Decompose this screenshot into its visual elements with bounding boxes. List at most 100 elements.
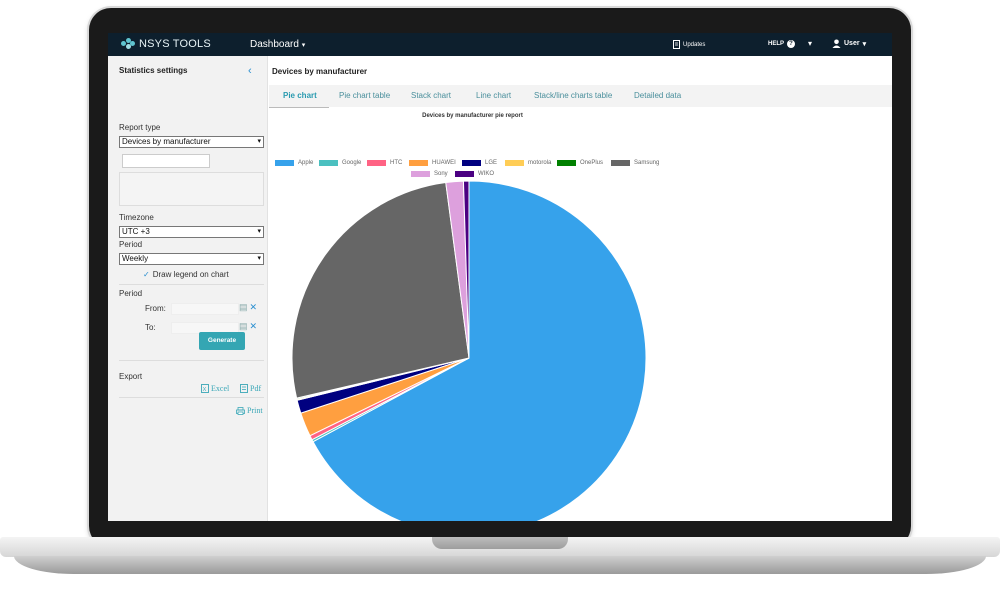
export-label: Export xyxy=(119,372,143,381)
legend-label: OnePlus xyxy=(580,160,604,166)
report-notes-textarea[interactable] xyxy=(119,172,264,206)
chevron-down-icon: ▾ xyxy=(301,42,306,49)
report-type-value: Devices by manufacturer xyxy=(122,137,211,146)
export-excel-link[interactable]: X Excel xyxy=(201,384,229,393)
tab-stack-chart[interactable]: Stack chart xyxy=(411,91,452,100)
pdf-file-icon xyxy=(240,384,248,393)
pie-slice-apple[interactable] xyxy=(312,180,647,521)
tab-stack-line-charts-table[interactable]: Stack/line charts table xyxy=(534,91,613,100)
tab-line-chart[interactable]: Line chart xyxy=(476,91,512,100)
legend-item-wiko[interactable]: WIKO xyxy=(455,171,494,177)
to-label: To: xyxy=(145,323,156,332)
calendar-icon[interactable]: ▤ xyxy=(239,302,248,312)
nav-dashboard[interactable]: Dashboard ▾ xyxy=(250,39,305,50)
legend-label: motorola xyxy=(528,160,552,166)
collapse-sidebar-icon[interactable]: ‹ xyxy=(248,65,252,77)
export-pdf-label: Pdf xyxy=(250,384,262,393)
from-date-input[interactable] xyxy=(171,303,239,315)
chevron-down-icon: ▾ xyxy=(862,40,867,48)
legend-item-motorola[interactable]: motorola xyxy=(505,160,551,166)
draw-legend-checkbox[interactable]: ✓ Draw legend on chart xyxy=(143,270,229,279)
pie-slice-wiko[interactable] xyxy=(462,180,470,359)
print-label: Print xyxy=(247,406,263,415)
export-excel-label: Excel xyxy=(211,384,230,393)
logo-text: NSYS TOOLS xyxy=(139,38,211,50)
sidebar-title: Statistics settings xyxy=(119,66,188,75)
nav-user-label: User xyxy=(844,40,860,47)
period-value: Weekly xyxy=(122,254,149,263)
to-date-actions: ▤ ✕ xyxy=(239,321,257,332)
divider xyxy=(119,397,264,398)
clear-icon[interactable]: ✕ xyxy=(249,302,258,312)
app-screen: NSYS TOOLS Dashboard ▾ Updates HELP ? ▾ … xyxy=(108,33,892,521)
logo-icon xyxy=(121,38,135,50)
help-icon: ? xyxy=(787,40,796,48)
from-date-actions: ▤ ✕ xyxy=(239,302,257,313)
print-link[interactable]: Print xyxy=(236,406,263,415)
legend-label: LGE xyxy=(485,160,498,166)
legend-item-sony[interactable]: Sony xyxy=(411,171,448,177)
legend-label: HTC xyxy=(390,160,403,166)
page-title: Devices by manufacturer xyxy=(272,67,368,76)
timezone-label: Timezone xyxy=(119,213,154,222)
legend-swatch xyxy=(319,160,338,166)
draw-legend-label: Draw legend on chart xyxy=(152,270,229,279)
divider xyxy=(119,284,264,285)
period-select[interactable]: Weekly ▾ xyxy=(119,253,264,265)
tab-pie-chart[interactable]: Pie chart xyxy=(283,91,317,100)
report-type-select[interactable]: Devices by manufacturer ▾ xyxy=(119,136,264,148)
timezone-value: UTC +3 xyxy=(122,227,150,236)
settings-sidebar: Statistics settings ‹ Report type Device… xyxy=(108,56,268,521)
user-icon xyxy=(832,39,841,48)
export-pdf-link[interactable]: Pdf xyxy=(240,384,261,393)
laptop-notch xyxy=(432,537,568,549)
calendar-icon[interactable]: ▤ xyxy=(239,321,248,331)
legend-label: WIKO xyxy=(478,171,494,177)
legend-swatch xyxy=(409,160,428,166)
legend-item-samsung[interactable]: Samsung xyxy=(611,160,659,166)
legend-swatch xyxy=(367,160,386,166)
legend-item-htc[interactable]: HTC xyxy=(367,160,402,166)
top-navbar: NSYS TOOLS Dashboard ▾ Updates HELP ? ▾ … xyxy=(108,33,892,56)
chart-title: Devices by manufacturer pie report xyxy=(422,113,523,119)
legend-swatch xyxy=(611,160,630,166)
timezone-select[interactable]: UTC +3 ▾ xyxy=(119,226,264,238)
nav-help[interactable]: HELP ? xyxy=(768,40,796,48)
clear-icon[interactable]: ✕ xyxy=(249,321,258,331)
legend-swatch xyxy=(411,171,430,177)
from-label: From: xyxy=(145,304,166,313)
generate-button[interactable]: Generate xyxy=(199,332,245,350)
app-logo[interactable]: NSYS TOOLS xyxy=(121,38,211,50)
legend-item-huawei[interactable]: HUAWEI xyxy=(409,160,456,166)
chevron-down-icon: ▾ xyxy=(257,255,261,262)
nav-user-menu[interactable]: User ▾ xyxy=(832,39,866,48)
pie-slice-samsung[interactable] xyxy=(291,181,470,399)
main-content: Devices by manufacturer Pie chart Pie ch… xyxy=(269,56,892,521)
period-label: Period xyxy=(119,240,143,249)
legend-item-google[interactable]: Google xyxy=(319,160,361,166)
chevron-down-icon: ▾ xyxy=(257,228,261,235)
legend-label: HUAWEI xyxy=(432,160,456,166)
legend-item-oneplus[interactable]: OnePlus xyxy=(557,160,603,166)
nav-updates[interactable]: Updates xyxy=(673,40,705,49)
legend-swatch xyxy=(275,160,294,166)
chart-tabs: Pie chart Pie chart table Stack chart Li… xyxy=(269,85,892,107)
report-filter-input[interactable] xyxy=(122,154,210,168)
divider xyxy=(119,360,264,361)
tab-pie-chart-table[interactable]: Pie chart table xyxy=(339,91,391,100)
check-icon: ✓ xyxy=(143,270,150,279)
legend-label: Apple xyxy=(298,160,314,166)
report-type-label: Report type xyxy=(119,123,161,132)
legend-label: Samsung xyxy=(634,160,660,166)
legend-label: Google xyxy=(342,160,362,166)
document-icon xyxy=(673,40,680,49)
nav-help-label: HELP xyxy=(768,41,785,47)
active-tab-indicator xyxy=(269,107,329,108)
nav-dropdown-toggle[interactable]: ▾ xyxy=(808,39,813,48)
legend-item-apple[interactable]: Apple xyxy=(275,160,313,166)
legend-item-lge[interactable]: LGE xyxy=(462,160,497,166)
date-period-label: Period xyxy=(119,289,143,298)
legend-swatch xyxy=(455,171,474,177)
tab-detailed-data[interactable]: Detailed data xyxy=(634,91,682,100)
excel-file-icon: X xyxy=(201,384,209,393)
